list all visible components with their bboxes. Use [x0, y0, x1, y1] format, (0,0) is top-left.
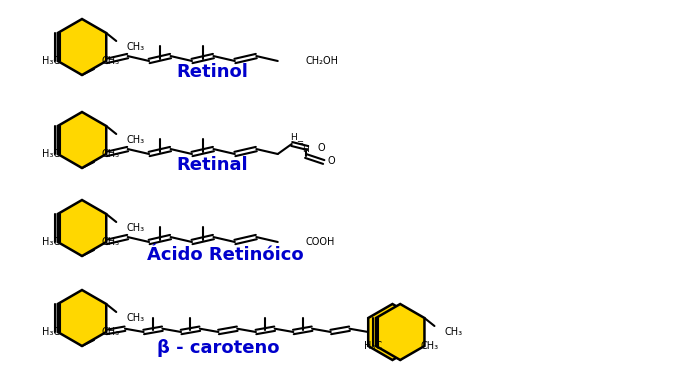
- Text: Ácido Retinóico: Ácido Retinóico: [147, 246, 303, 264]
- Polygon shape: [58, 112, 106, 168]
- Text: CH₃: CH₃: [126, 135, 144, 145]
- Text: CH₂OH: CH₂OH: [306, 56, 338, 66]
- Polygon shape: [376, 304, 424, 360]
- Polygon shape: [58, 200, 106, 256]
- Text: β - caroteno: β - caroteno: [157, 339, 279, 357]
- Text: CH₃: CH₃: [102, 237, 120, 247]
- Text: H₃C: H₃C: [42, 327, 60, 337]
- Text: CH₃: CH₃: [102, 327, 120, 337]
- Text: CH₃: CH₃: [102, 149, 120, 159]
- Polygon shape: [58, 290, 106, 346]
- Text: CH₃: CH₃: [420, 341, 438, 351]
- Text: CH₃: CH₃: [126, 223, 144, 233]
- Polygon shape: [58, 19, 106, 75]
- Text: CH₃: CH₃: [102, 56, 120, 66]
- Text: CH₃: CH₃: [445, 327, 462, 337]
- Text: O: O: [318, 143, 326, 153]
- Text: Retinal: Retinal: [176, 156, 248, 174]
- Text: H₃C: H₃C: [364, 341, 383, 351]
- Text: H: H: [290, 132, 297, 141]
- Text: H₃C: H₃C: [42, 149, 60, 159]
- Text: CH₃: CH₃: [126, 42, 144, 52]
- Text: H₃C: H₃C: [42, 56, 60, 66]
- Text: CH₃: CH₃: [126, 313, 144, 323]
- Text: H₃C: H₃C: [42, 237, 60, 247]
- Text: COOH: COOH: [306, 237, 335, 247]
- Text: H: H: [303, 144, 309, 153]
- Text: O: O: [328, 156, 335, 166]
- Text: Retinol: Retinol: [176, 63, 248, 81]
- Text: =: =: [297, 138, 303, 147]
- Polygon shape: [368, 304, 417, 360]
